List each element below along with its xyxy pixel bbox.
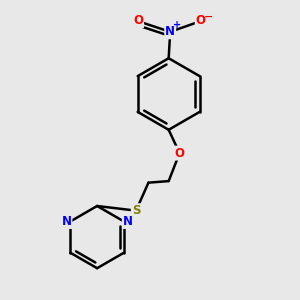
Text: +: +	[173, 20, 181, 30]
Text: S: S	[132, 204, 140, 217]
Text: O: O	[175, 147, 184, 160]
Text: N: N	[61, 215, 71, 228]
Text: N: N	[165, 25, 175, 38]
Text: O: O	[133, 14, 143, 27]
Text: O: O	[196, 14, 206, 27]
Text: N: N	[123, 215, 133, 228]
Text: −: −	[204, 12, 214, 22]
